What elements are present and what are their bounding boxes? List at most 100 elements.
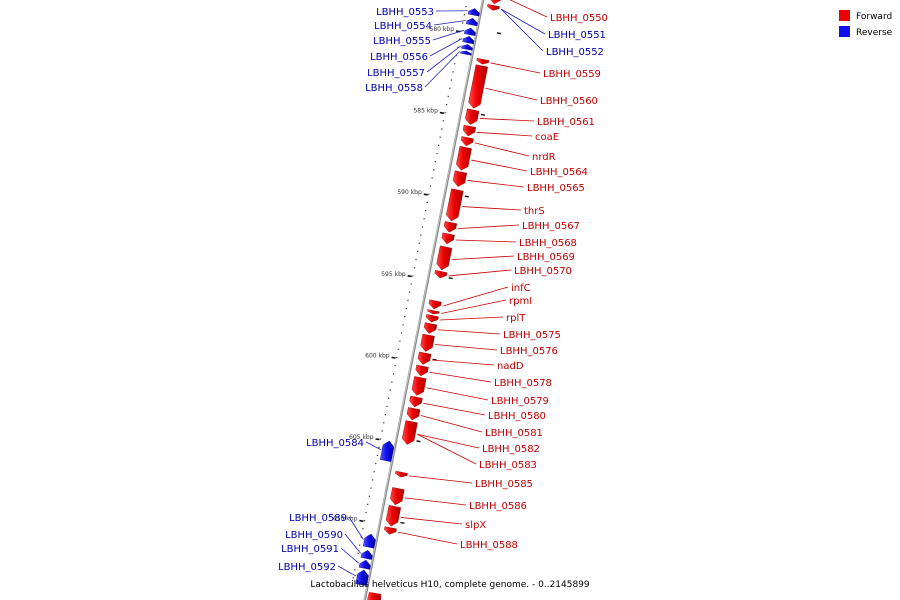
major-tick — [496, 32, 502, 35]
reverse-gene-LBHH_0591 — [358, 559, 371, 570]
leader-line — [490, 62, 541, 74]
leader-line — [417, 433, 480, 449]
minor-tick — [441, 128, 443, 130]
leader-line — [451, 255, 515, 261]
leader-line — [457, 224, 520, 229]
minor-tick — [444, 112, 446, 114]
legend-forward-swatch — [839, 10, 850, 21]
minor-tick — [396, 356, 398, 359]
minor-tick — [420, 234, 422, 236]
minor-tick — [375, 462, 377, 465]
minor-tick — [418, 242, 420, 244]
forward-gene-LBHH_0582 — [401, 420, 418, 445]
forward-gene-LBHH_0585 — [395, 470, 408, 478]
gene-label-LBHH_0565: LBHH_0565 — [527, 183, 585, 194]
minor-tick — [367, 503, 369, 505]
leader-line — [365, 441, 382, 451]
minor-tick — [408, 291, 411, 293]
minor-tick — [386, 405, 388, 408]
minor-tick — [428, 193, 430, 195]
minor-tick — [381, 430, 383, 432]
tick-label: 590 kbp — [397, 189, 422, 196]
minor-tick — [415, 258, 417, 261]
leader-line — [426, 387, 489, 401]
minor-tick — [446, 103, 448, 106]
leader-line — [417, 433, 477, 465]
gene-label-LBHH_0561: LBHH_0561 — [537, 117, 595, 128]
minor-tick — [442, 120, 444, 122]
leader-line — [431, 359, 495, 366]
forward-gene-slpX — [385, 505, 402, 527]
forward-gene-LBHH_0550 — [490, 0, 502, 5]
gene-label-layer: LBHH_0550 LBHH_0551 LBHH_0552 LBHH_0559 LBHH… — [278, 7, 608, 573]
gene-label-slpX: slpX — [465, 520, 486, 531]
legend-forward-label: Forward — [856, 12, 892, 22]
gene-label-LBHH_0575: LBHH_0575 — [503, 330, 561, 341]
gene-label-LBHH_0552: LBHH_0552 — [546, 47, 604, 58]
minor-tick — [352, 577, 354, 579]
gene-label-LBHH_0560: LBHH_0560 — [540, 96, 598, 107]
gene-label-LBHH_0556: LBHH_0556 — [370, 52, 428, 63]
forward-gene-LBHH_0581 — [406, 407, 421, 421]
minor-tick — [373, 471, 375, 473]
gene-layer — [355, 0, 502, 600]
forward-gene-LBHH_0575 — [423, 322, 438, 334]
gene-label-thrS: thrS — [524, 206, 545, 217]
forward-gene-LBHH_0567 — [443, 221, 458, 233]
minor-tick — [363, 520, 366, 522]
minor-tick — [376, 454, 378, 457]
minor-tick — [404, 316, 406, 318]
reverse-gene-LBHH_0558 — [460, 50, 472, 56]
leader-line — [433, 20, 466, 26]
leader-line — [471, 159, 528, 172]
minor-tick — [454, 63, 456, 65]
minor-tick — [383, 422, 385, 424]
gene-label-nadD: nadD — [497, 361, 524, 372]
gene-label-LBHH_0559: LBHH_0559 — [543, 69, 601, 80]
leader-line — [423, 402, 486, 416]
minor-tick — [400, 332, 403, 334]
gene-label-infC: infC — [511, 283, 531, 294]
minor-tick — [423, 218, 425, 220]
gene-label-LBHH_0555: LBHH_0555 — [373, 36, 431, 47]
minor-tick — [370, 487, 372, 489]
minor-tick — [413, 267, 416, 269]
major-tick — [400, 521, 405, 524]
gene-label-LBHH_0582: LBHH_0582 — [482, 444, 540, 455]
forward-gene-coaE — [462, 124, 477, 137]
forward-gene-LBHH_0568 — [441, 232, 455, 245]
leader-line — [434, 344, 498, 351]
forward-gene-LBHH_0560 — [468, 64, 488, 109]
minor-tick — [410, 283, 412, 285]
forward-gene-LBHH_0576 — [420, 333, 435, 352]
major-tick — [464, 195, 469, 198]
minor-tick — [354, 569, 356, 571]
leader-line — [397, 531, 458, 545]
minor-tick — [449, 87, 451, 89]
leader-line — [442, 286, 509, 307]
leader-line — [409, 475, 473, 484]
leader-line — [424, 51, 461, 88]
leader-line — [439, 316, 504, 321]
legend-reverse-swatch — [839, 26, 850, 37]
forward-gene-infC — [428, 299, 442, 310]
leader-line — [476, 131, 533, 137]
minor-tick — [452, 71, 454, 73]
forward-gene-LBHH_0588 — [384, 526, 397, 535]
minor-tick — [429, 185, 432, 187]
forward-gene-LBHH_0561 — [465, 108, 480, 125]
major-tick — [359, 519, 364, 522]
leader-line — [462, 206, 522, 211]
minor-tick — [463, 14, 465, 16]
gene-label-coaE: coaE — [535, 132, 559, 143]
gene-label-nrdR: nrdR — [532, 152, 556, 163]
tick-label: 605 kbp — [349, 434, 374, 441]
leader-line — [432, 29, 465, 41]
forward-gene-LBHH_0565 — [452, 170, 468, 187]
gene-label-LBHH_0569: LBHH_0569 — [517, 252, 575, 263]
leader-line — [485, 87, 538, 101]
minor-tick — [458, 38, 461, 40]
minor-tick — [368, 495, 370, 497]
gene-label-LBHH_0589: LBHH_0589 — [289, 513, 347, 524]
leader-line — [400, 517, 463, 525]
